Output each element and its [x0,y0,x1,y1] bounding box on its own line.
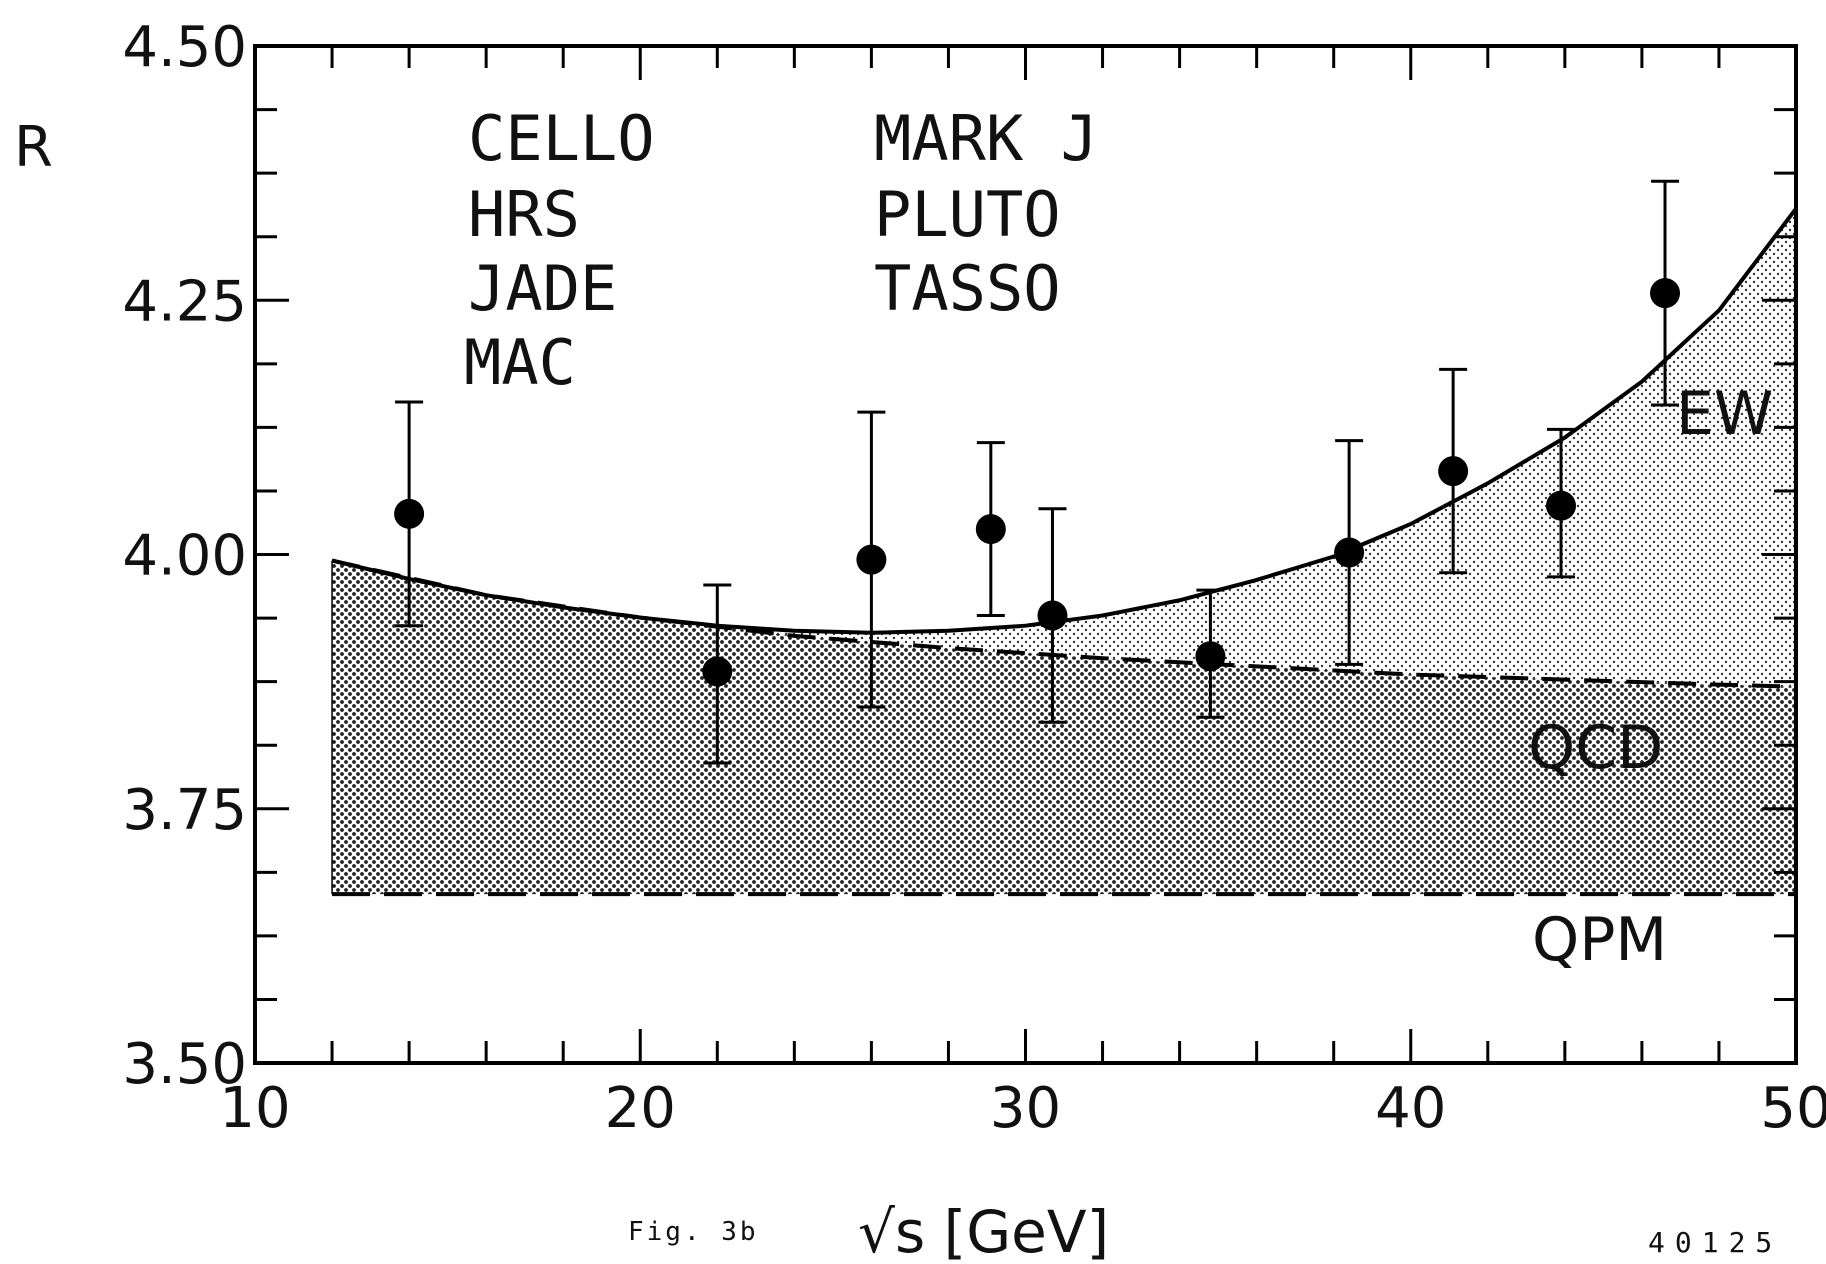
x-axis-title: √s [GeV] [858,1198,1109,1264]
qpm-label: QPM [1532,905,1667,975]
y-tick-label: 4.50 [122,15,247,80]
data-point-group [702,583,733,765]
qcd-label: QCD [1528,713,1663,783]
data-point [856,544,887,575]
data-point-group [1438,367,1469,575]
x-tick-label: 30 [990,1076,1061,1141]
data-point [1195,641,1226,672]
y-tick-label: 3.50 [122,1032,247,1097]
data-point [1545,490,1576,521]
data-point [394,498,425,529]
y-tick-label: 3.75 [122,778,247,843]
y-tick-label: 4.25 [122,269,247,334]
data-point-group [1195,588,1226,719]
ew-band [332,208,1796,687]
shaded-bands [332,208,1796,895]
data-point-group [1037,507,1068,724]
band-labels: EW QCD QPM [1528,379,1773,975]
experiment-label: TASSO [874,252,1061,325]
y-axis-title: R [14,115,53,180]
data-point [1650,278,1681,309]
data-point [1037,600,1068,631]
data-points [394,179,1681,765]
data-point-group [1334,439,1365,666]
data-point [1438,456,1469,487]
experiment-list: CELLO HRS JADE MAC MARK J PLUTO TASSO [464,102,1098,399]
x-tick-label: 10 [219,1076,290,1141]
x-tick-label: 50 [1760,1076,1826,1141]
x-tick-label: 20 [605,1076,676,1141]
data-point-group [394,400,425,628]
figure-caption: Fig. 3b [628,1217,759,1247]
ew-label: EW [1676,379,1773,449]
data-point [1334,537,1365,568]
data-point [975,514,1006,545]
data-point-group [975,441,1006,618]
data-point-group [1650,179,1681,407]
data-point-group [856,410,887,709]
y-tick-label: 4.00 [122,524,247,589]
experiment-label: MAC [464,326,576,399]
experiment-label: HRS [468,178,580,251]
experiment-label: JADE [468,252,617,325]
experiment-label: CELLO [468,102,655,175]
axis-tick-labels: 10 20 30 40 50 3.50 3.75 4.00 4.25 4.50 [122,15,1826,1141]
data-point [702,656,733,687]
axis-ticks [253,44,1798,1065]
qcd-curve [331,558,1797,689]
qcd-band [332,560,1796,895]
figure-code: 40125 [1648,1226,1782,1259]
experiment-label: PLUTO [874,178,1061,251]
x-tick-label: 40 [1375,1076,1446,1141]
data-point-group [1545,427,1576,579]
experiment-label: MARK J [874,102,1098,175]
